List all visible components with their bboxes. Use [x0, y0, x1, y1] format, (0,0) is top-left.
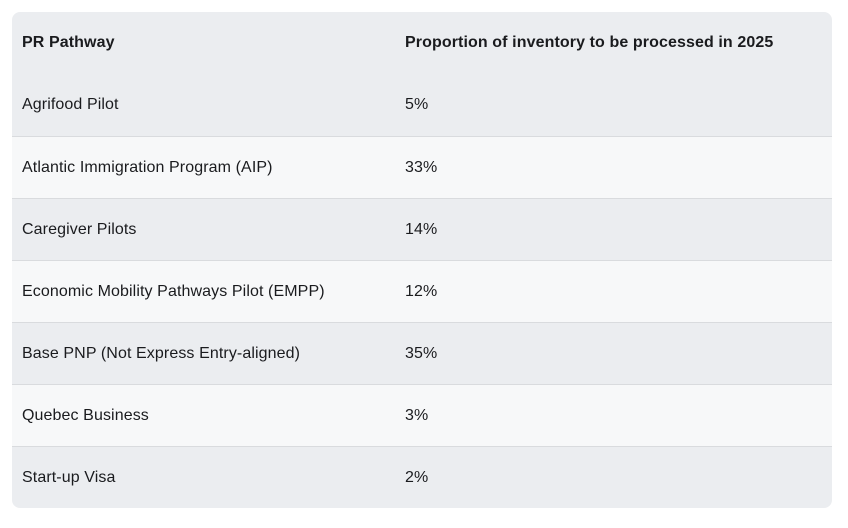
proportion-cell: 5% — [405, 96, 429, 113]
table-row: Base PNP (Not Express Entry-aligned) 35% — [12, 322, 832, 384]
column-header-proportion: Proportion of inventory to be processed … — [405, 34, 774, 51]
pathway-cell: Economic Mobility Pathways Pilot (EMPP) — [22, 282, 325, 300]
proportion-cell: 35% — [405, 344, 438, 362]
proportion-cell: 2% — [405, 468, 429, 486]
pathway-cell: Base PNP (Not Express Entry-aligned) — [22, 344, 301, 362]
proportion-cell: 33% — [405, 158, 438, 176]
table-header-row: PR Pathway Proportion of inventory to be… — [12, 12, 832, 74]
pathway-cell: Agrifood Pilot — [22, 96, 119, 113]
proportion-cell: 12% — [405, 282, 438, 300]
proportion-cell: 14% — [405, 220, 438, 238]
table-row: Quebec Business 3% — [12, 384, 832, 446]
proportion-cell: 3% — [405, 406, 429, 424]
pathway-cell: Caregiver Pilots — [22, 220, 137, 238]
pathway-cell: Start-up Visa — [22, 468, 116, 486]
pathway-cell: Quebec Business — [22, 406, 149, 424]
pr-pathway-table: PR Pathway Proportion of inventory to be… — [12, 12, 832, 508]
table-row: Economic Mobility Pathways Pilot (EMPP) 1… — [12, 260, 832, 322]
table-row: Caregiver Pilots 14% — [12, 198, 832, 260]
table-row: Start-up Visa 2% — [12, 446, 832, 508]
table-body: Agrifood Pilot 5% Atlantic Immigration Pro… — [12, 74, 832, 508]
column-header-pr-pathway: PR Pathway — [22, 34, 115, 51]
table-row: Agrifood Pilot 5% — [12, 74, 832, 136]
pathway-cell: Atlantic Immigration Program (AIP) — [22, 158, 273, 176]
table-row: Atlantic Immigration Program (AIP) 33% — [12, 136, 832, 198]
